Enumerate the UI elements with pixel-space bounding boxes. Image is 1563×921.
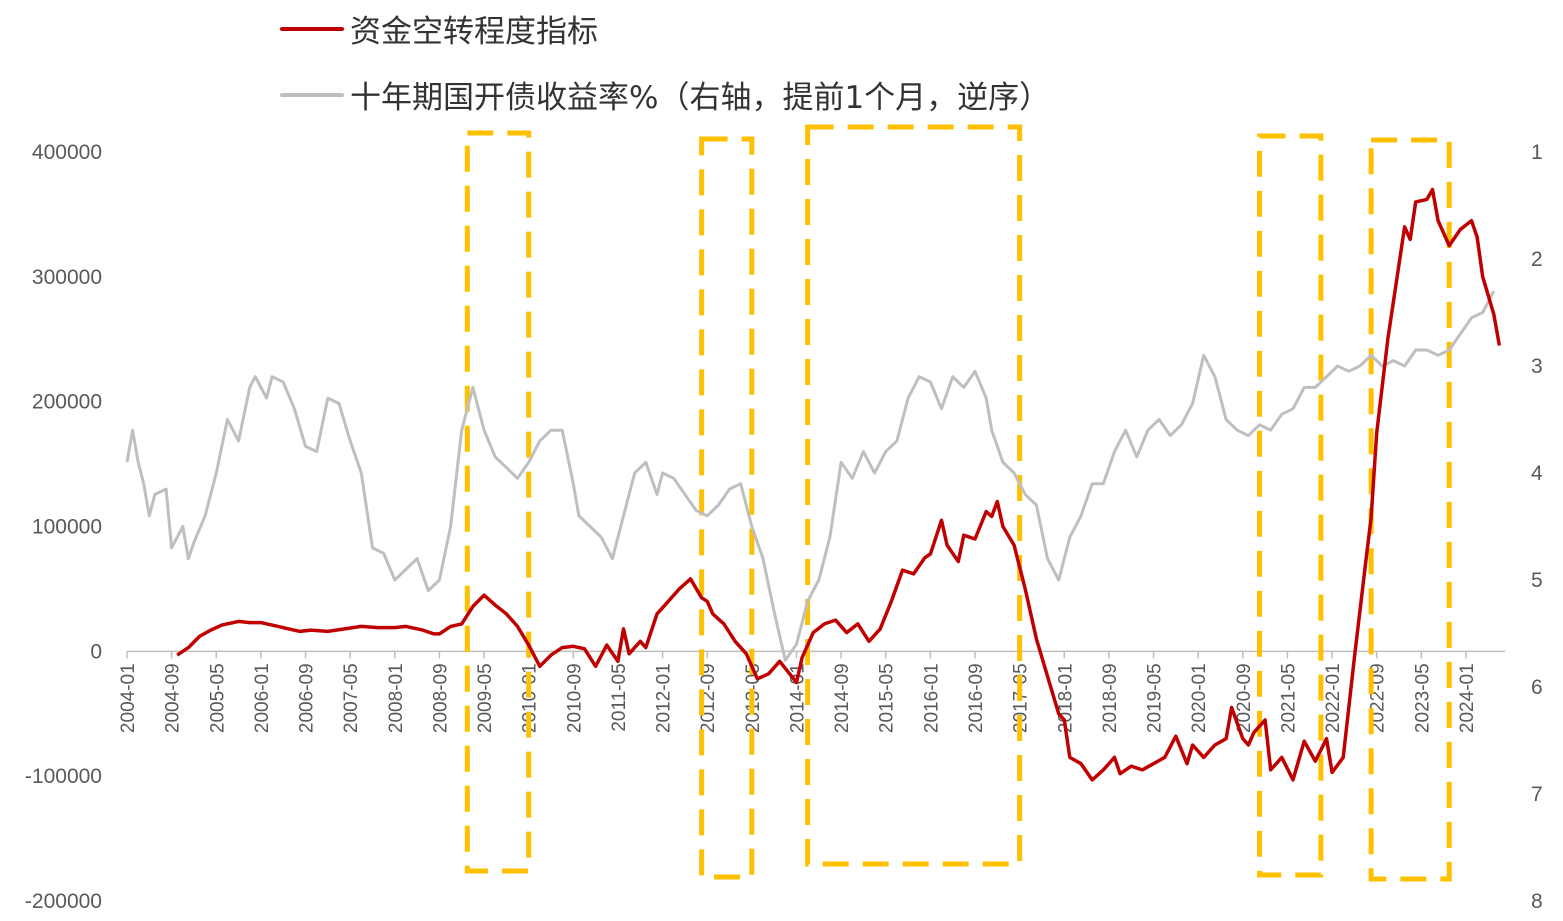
x-tick-label: 2007-05 xyxy=(341,663,362,733)
y-right-tick-label: 4 xyxy=(1531,462,1543,485)
y-right-tick-label: 5 xyxy=(1531,569,1543,592)
y-left-tick-label: 100000 xyxy=(32,516,102,539)
legend-item-series2: 十年期国开债收益率%（右轴，提前1个月，逆序） xyxy=(280,72,1050,117)
y-right-tick-label: 1 xyxy=(1531,141,1543,164)
x-tick-label: 2009-05 xyxy=(475,663,496,733)
y-left-tick-label: -100000 xyxy=(25,765,102,788)
gray-series-layer xyxy=(125,290,1496,662)
y-right-tick-label: 6 xyxy=(1531,676,1543,699)
y-right-tick-label: 8 xyxy=(1531,890,1543,913)
x-tick-label: 2020-01 xyxy=(1189,663,1210,733)
x-tick-label: 2024-01 xyxy=(1457,663,1478,733)
x-tick-label: 2005-05 xyxy=(207,663,228,733)
x-tick-label: 2014-01 xyxy=(787,663,808,733)
x-tick-label: 2012-01 xyxy=(654,663,675,733)
legend-swatch-red xyxy=(280,26,344,31)
legend-item-series1: 资金空转程度指标 xyxy=(280,6,598,51)
y-left-tick-label: -200000 xyxy=(25,890,102,913)
red-series-layer xyxy=(176,187,1502,782)
x-tick-label: 2016-01 xyxy=(921,663,942,733)
x-tick-label: 2014-09 xyxy=(832,663,853,733)
legend-label-series1: 资金空转程度指标 xyxy=(350,14,598,50)
series-line-bond-yield xyxy=(125,290,1496,662)
x-tick-label: 2004-01 xyxy=(118,663,139,733)
x-tick-label: 2019-05 xyxy=(1145,663,1166,733)
x-tick-label: 2015-05 xyxy=(877,663,898,733)
y-left-tick-label: 200000 xyxy=(32,391,102,414)
highlight-boxes xyxy=(464,124,1452,882)
x-tick-label: 2020-09 xyxy=(1234,663,1255,733)
y-left-tick-label: 300000 xyxy=(32,266,102,289)
x-tick-label: 2022-01 xyxy=(1323,663,1344,733)
highlight-box xyxy=(699,136,755,880)
x-tick-label: 2008-09 xyxy=(430,663,451,733)
x-tick-label: 2011-05 xyxy=(609,663,630,731)
highlight-box xyxy=(1368,137,1452,882)
x-tick-label: 2012-09 xyxy=(698,663,719,733)
y-left-tick-label: 0 xyxy=(90,640,102,663)
x-tick-label: 2016-09 xyxy=(966,663,987,733)
x-tick-label: 2010-09 xyxy=(564,663,585,733)
y-right-tick-label: 3 xyxy=(1531,355,1543,378)
legend-label-series2: 十年期国开债收益率%（右轴，提前1个月，逆序） xyxy=(350,80,1051,116)
y-right-tick-label: 7 xyxy=(1531,783,1543,806)
x-tick-label: 2010-01 xyxy=(520,663,541,733)
y-left-tick-label: 400000 xyxy=(32,141,102,164)
x-tick-label: 2018-09 xyxy=(1100,663,1121,733)
legend-swatch-gray xyxy=(280,92,344,97)
x-tick-label: 2006-01 xyxy=(252,663,273,733)
y-right-tick-label: 2 xyxy=(1531,248,1543,271)
series-line-idle-funds xyxy=(176,187,1502,782)
x-tick-label: 2006-09 xyxy=(297,663,318,733)
x-tick-label: 2008-01 xyxy=(386,663,407,733)
highlight-box xyxy=(464,130,532,874)
x-tick-label: 2021-05 xyxy=(1278,663,1299,733)
x-tick-label: 2023-05 xyxy=(1412,663,1433,733)
chart-axes: 400000 300000 200000 100000 0 -100000 -200000 1… xyxy=(25,141,1543,913)
x-tick-label: 2004-09 xyxy=(163,663,184,733)
highlight-box xyxy=(805,124,1023,867)
